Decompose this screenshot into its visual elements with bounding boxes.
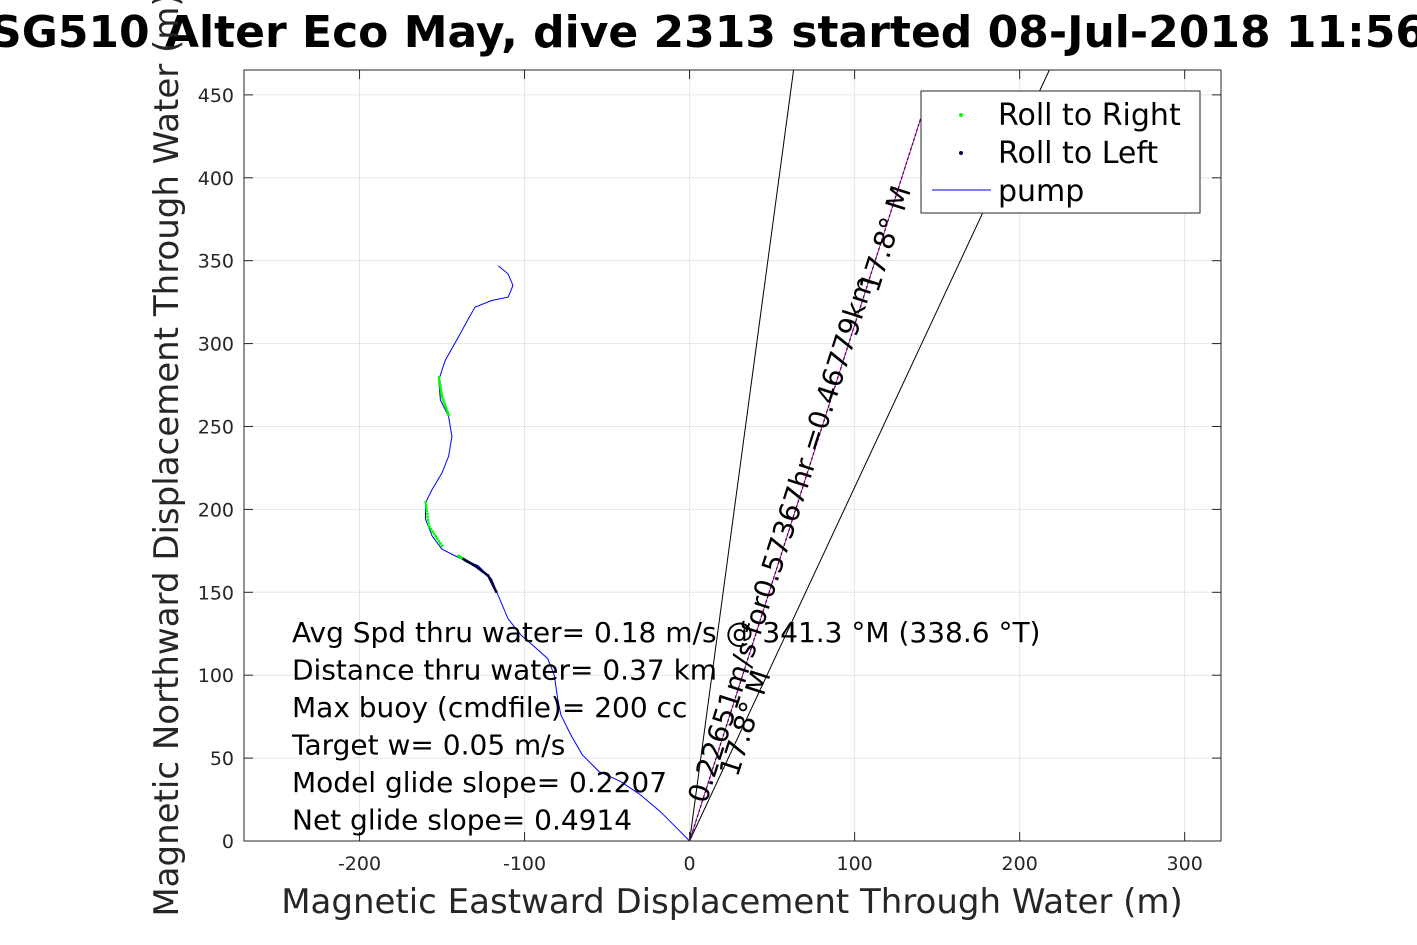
annotation-line: Avg Spd thru water= 0.18 m/s @ 341.3 °M …: [292, 616, 1040, 649]
roll-right-point: [445, 409, 449, 412]
roll-right-point: [437, 376, 441, 379]
roll-right-point: [427, 521, 430, 525]
y-tick-label: 200: [198, 499, 234, 521]
roll-right-point: [439, 542, 442, 545]
roll-right-point: [425, 512, 429, 516]
roll-right-point: [437, 539, 441, 543]
y-tick-label: 100: [198, 665, 234, 687]
annotations: Avg Spd thru water= 0.18 m/s @ 341.3 °M …: [291, 616, 1040, 837]
y-tick-label: 450: [198, 85, 234, 107]
roll-right-point: [443, 402, 447, 406]
annotation-line: Model glide slope= 0.2207: [292, 766, 667, 799]
legend-label-roll-left: Roll to Left: [998, 136, 1158, 171]
roll-right-point: [440, 392, 444, 396]
annotation-line: Target w= 0.05 m/s: [291, 729, 565, 762]
roll-right-point: [447, 413, 451, 417]
roll-markers: [424, 376, 498, 594]
roll-right-point: [432, 532, 436, 536]
roll-right-point: [438, 383, 442, 387]
roll-right-point: [429, 527, 433, 531]
roll-right-point: [437, 378, 441, 382]
x-tick-label: 300: [1167, 853, 1203, 875]
roll-right-point: [431, 530, 434, 533]
roll-right-point: [425, 509, 429, 513]
cone-line: [689, 69, 795, 842]
y-axis-label: Magnetic Northward Displacement Through …: [147, 0, 187, 917]
x-axis-label: Magnetic Eastward Displacement Through W…: [281, 882, 1183, 922]
legend-box: [920, 90, 1201, 214]
chart-title: SG510 Alter Eco May, dive 2313 started 0…: [0, 7, 1417, 58]
track-line-pump: [425, 265, 690, 842]
legend-marker-roll-right: [959, 113, 963, 117]
track-layer: [425, 265, 690, 842]
roll-right-point: [424, 503, 428, 507]
roll-right-point: [434, 534, 438, 538]
y-tick-label: 0: [222, 831, 234, 853]
annotation-line: Max buoy (cmdfile)= 200 cc: [292, 691, 687, 724]
roll-right-point: [425, 506, 428, 510]
roll-right-point: [439, 385, 442, 389]
legend-label-roll-right: Roll to Right: [998, 98, 1181, 133]
y-tick-label: 150: [198, 582, 234, 604]
annotation-line: Distance thru water= 0.37 km: [292, 654, 717, 687]
roll-right-point: [440, 544, 444, 548]
heading-line-core: [689, 103, 926, 842]
y-tick-label: 400: [198, 168, 234, 190]
roll-right-point: [446, 411, 450, 415]
legend: Roll to Right Roll to Left pump: [920, 90, 1201, 214]
roll-right-point: [438, 380, 442, 384]
roll-right-point: [444, 404, 447, 408]
roll-right-point: [424, 500, 428, 504]
legend-label-pump: pump: [998, 174, 1084, 209]
x-tick-label: -100: [503, 853, 546, 875]
y-tick-label: 300: [198, 334, 234, 356]
roll-right-point: [426, 518, 430, 522]
roll-right-point: [439, 388, 443, 391]
roll-right-point: [442, 400, 446, 404]
x-tick-label: 100: [836, 853, 872, 875]
axis-ticks: -200 -100 0 100 200 300 0 50 100 150 200 250 300 350 4…: [198, 70, 1221, 875]
x-tick-label: 0: [684, 853, 696, 875]
x-tick-label: 200: [1002, 853, 1038, 875]
x-tick-label: -200: [338, 853, 381, 875]
y-tick-label: 50: [210, 748, 234, 770]
plot-frame: [243, 69, 1222, 842]
annotation-line: Net glide slope= 0.4914: [292, 804, 632, 837]
roll-right-point: [426, 515, 430, 519]
y-tick-label: 350: [198, 251, 234, 273]
roll-right-point: [435, 537, 439, 541]
roll-right-point: [441, 398, 445, 401]
roll-left-point: [494, 590, 498, 594]
grid: [244, 70, 1221, 842]
legend-marker-roll-left: [959, 151, 963, 155]
y-tick-label: 250: [198, 416, 234, 438]
roll-right-point: [439, 390, 443, 394]
roll-right-point: [427, 524, 431, 528]
roll-right-point: [440, 395, 444, 399]
roll-right-point: [444, 406, 448, 410]
